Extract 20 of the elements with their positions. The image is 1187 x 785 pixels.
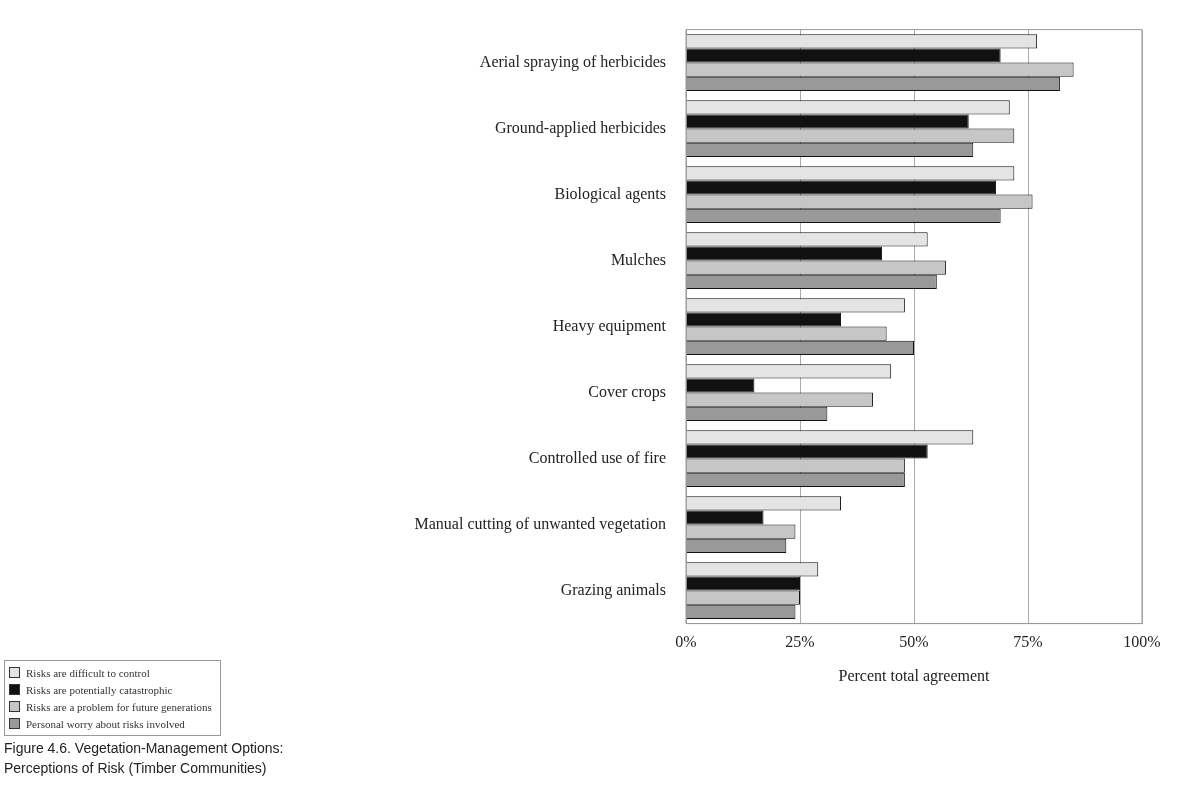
legend-label: Risks are a problem for future generations: [26, 700, 212, 713]
y-tick-label: Heavy equipment: [552, 316, 667, 335]
y-tick-label: Cover crops: [588, 382, 666, 401]
x-tick-label: 25%: [785, 633, 815, 651]
text: Figure 4.6. Vegetation-Management Options: Perceptions of Risk (Timber Communities): [4, 739, 285, 778]
x-tick-label: 50%: [899, 633, 929, 651]
y-tick-label: Controlled use of fire: [528, 448, 666, 466]
x-tick-label: 0%: [675, 633, 697, 651]
legend-label: Personal worry about risks involved: [26, 717, 185, 730]
legend-label: Risks are difficult to control: [26, 666, 150, 679]
x-tick-label: 75%: [1013, 633, 1043, 651]
x-tick-label: 100%: [1123, 633, 1161, 651]
y-tick-label: Grazing animals: [560, 580, 666, 599]
y-tick-label: Biological agents: [554, 184, 666, 203]
legend-label: Risks are potentially catastrophic: [26, 683, 173, 696]
y-tick-label: Aerial spraying of herbicides: [479, 52, 666, 71]
y-tick-label: Ground-applied herbicides: [494, 118, 666, 137]
y-tick-label: Manual cutting of unwanted vegetation: [414, 514, 666, 533]
y-tick-label: Mulches: [610, 250, 666, 268]
x-axis-title: Percent total agreement: [838, 666, 991, 685]
